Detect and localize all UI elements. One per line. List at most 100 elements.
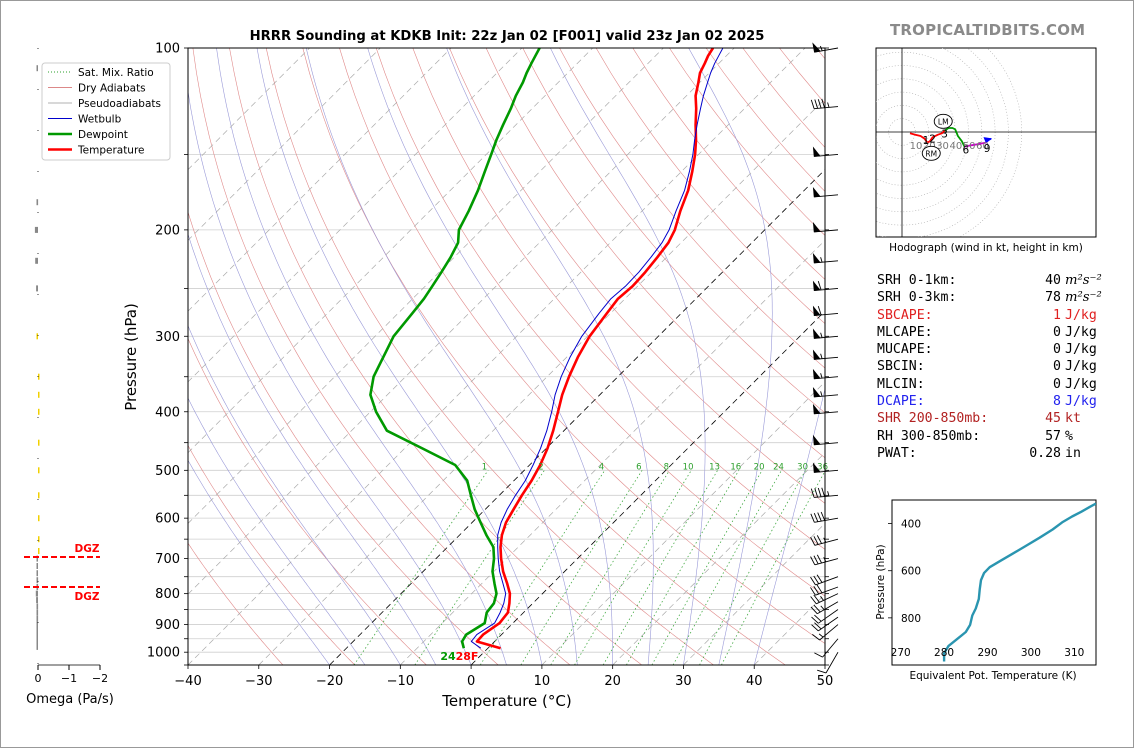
mixing-ratio-label: 8: [664, 462, 669, 472]
x-tick-label: 20: [604, 674, 621, 689]
wind-barb: [812, 386, 839, 398]
param-row: SHR 200-850mb: 45 kt: [877, 410, 1107, 427]
omega-bar: [36, 333, 38, 340]
param-value: 0: [1053, 324, 1061, 340]
x-tick-label: −40: [174, 674, 201, 689]
x-tick-label: 0: [467, 674, 475, 689]
wind-barb: [812, 42, 839, 53]
omega-bar: [34, 226, 38, 233]
theta-e-inset: 270 280 290 300 310 400 600 800 Equivalent Pot.…: [875, 499, 1097, 682]
legend-label: Dewpoint: [78, 129, 128, 141]
hodograph-ring-label: 10: [910, 141, 923, 152]
hodograph-segment: [909, 132, 931, 144]
omega-bar: [38, 548, 40, 554]
hodograph-ring-label: 40: [949, 141, 962, 152]
param-row: MLCIN: 0 J/kg: [877, 376, 1107, 393]
mixing-ratio-label: 20: [754, 462, 765, 472]
param-row: DCAPE: 8 J/kg: [877, 393, 1107, 410]
omega-bar: [36, 627, 38, 634]
param-row: MUCAPE: 0 J/kg: [877, 341, 1107, 358]
omega-bar: [36, 603, 39, 610]
hodograph: 102030405060LMRM12369 Hodograph (wind in…: [875, 47, 1097, 254]
y-tick-label: 600: [155, 512, 180, 527]
theta-e-x-tick: 280: [934, 647, 954, 659]
omega-axis-label: Omega (Pa/s): [26, 692, 114, 707]
omega-bar: [35, 590, 38, 597]
param-label: DCAPE:: [877, 394, 925, 410]
wind-barb: [812, 222, 839, 233]
hodograph-ring-label: 60: [976, 141, 989, 152]
param-value: 8: [1053, 394, 1061, 410]
param-unit: m²s⁻²: [1065, 290, 1102, 306]
param-label: SBCAPE:: [877, 307, 933, 323]
param-unit: J/kg: [1065, 394, 1097, 410]
y-tick-label: 800: [155, 587, 180, 602]
dgz-top-label: DGZ: [75, 543, 100, 555]
param-label: SHR 200-850mb:: [877, 411, 989, 427]
x-axis-label: Temperature (°C): [441, 692, 571, 710]
mixing-ratio-label: 16: [730, 462, 741, 472]
param-value: 78: [1045, 290, 1061, 306]
parameter-table: SRH 0-1km: 40 m²s⁻² SRH 0-3km: 78 m²s⁻² SBCAPE…: [877, 272, 1107, 462]
wind-barb: [812, 624, 839, 641]
wind-barb: [812, 305, 839, 316]
omega-tick-0: 0: [35, 672, 42, 685]
param-unit: J/kg: [1065, 342, 1097, 358]
param-label: PWAT:: [877, 445, 917, 461]
x-tick-label: 30: [675, 674, 692, 689]
theta-e-x-tick: 270: [891, 647, 911, 659]
param-unit: J/kg: [1065, 359, 1097, 375]
wind-barb: [812, 187, 839, 198]
omega-bar: [35, 257, 38, 264]
param-row: SRH 0-3km: 78 m²s⁻²: [877, 289, 1107, 306]
hodograph-height-label: 2: [929, 134, 936, 146]
mixing-ratio-label: 10: [683, 462, 694, 472]
skewt-plot: 1 2 4 6 8 10 13 16 20 24 30 36 −40 −30 −20 −10 0 10 20 30 4…: [122, 42, 833, 711]
chart-title: HRRR Sounding at KDKB Init: 22z Jan 02 […: [250, 29, 765, 44]
omega-bar: [36, 577, 39, 584]
theta-e-y-tick: 800: [901, 613, 921, 625]
omega-bar: [36, 199, 39, 206]
theta-e-ylabel: Pressure (hPa): [875, 544, 887, 619]
param-unit: kt: [1065, 411, 1081, 427]
series-wetbulb-line: [470, 48, 724, 649]
param-unit: J/kg: [1065, 324, 1097, 340]
mixing-ratio-label: 4: [599, 462, 604, 472]
wind-barb: [812, 462, 839, 473]
brand-logo-text: TROPICALTIDBITS.COM: [890, 21, 1086, 39]
y-tick-label: 100: [155, 42, 180, 57]
wind-barb: [810, 98, 839, 110]
omega-bar: [38, 467, 40, 474]
hodograph-segment: [944, 127, 966, 147]
omega-tick-2: −2: [92, 672, 108, 685]
param-value: 40: [1045, 273, 1061, 288]
wind-barb: [810, 593, 839, 605]
y-tick-label: 1000: [147, 646, 180, 661]
omega-bar: [36, 621, 38, 628]
wind-barb: [812, 328, 839, 339]
wind-barb: [810, 487, 839, 498]
param-value: 45: [1045, 411, 1061, 427]
wind-barb: [812, 349, 839, 360]
x-tick-label: −20: [316, 674, 343, 689]
hodograph-segment: [929, 130, 946, 142]
param-value: 0: [1053, 376, 1061, 392]
param-row: RH 300-850mb: 57%: [877, 428, 1107, 445]
hodograph-height-label: 9: [984, 143, 991, 155]
legend-label: Wetbulb: [78, 114, 122, 126]
omega-bar: [36, 643, 38, 650]
param-label: RH 300-850mb:: [877, 428, 981, 444]
dgz-bottom-label: DGZ: [75, 591, 100, 603]
legend-label: Sat. Mix. Ratio: [78, 67, 154, 79]
param-value: 57: [1045, 428, 1061, 444]
wind-barb: [810, 535, 839, 546]
x-tick-label: 10: [534, 674, 551, 689]
param-row: SBCIN: 0 J/kg: [877, 358, 1107, 375]
hodograph-ring-label: 30: [936, 141, 949, 152]
theta-e-line: [942, 502, 1096, 662]
surface-temperature-label: 28F: [456, 650, 479, 663]
theta-e-x-tick: 290: [977, 647, 997, 659]
omega-panel: DGZ DGZ 0 −1 −2 Omega (Pa/s): [24, 48, 114, 707]
omega-bar: [36, 555, 38, 562]
y-tick-label: 900: [155, 618, 180, 633]
